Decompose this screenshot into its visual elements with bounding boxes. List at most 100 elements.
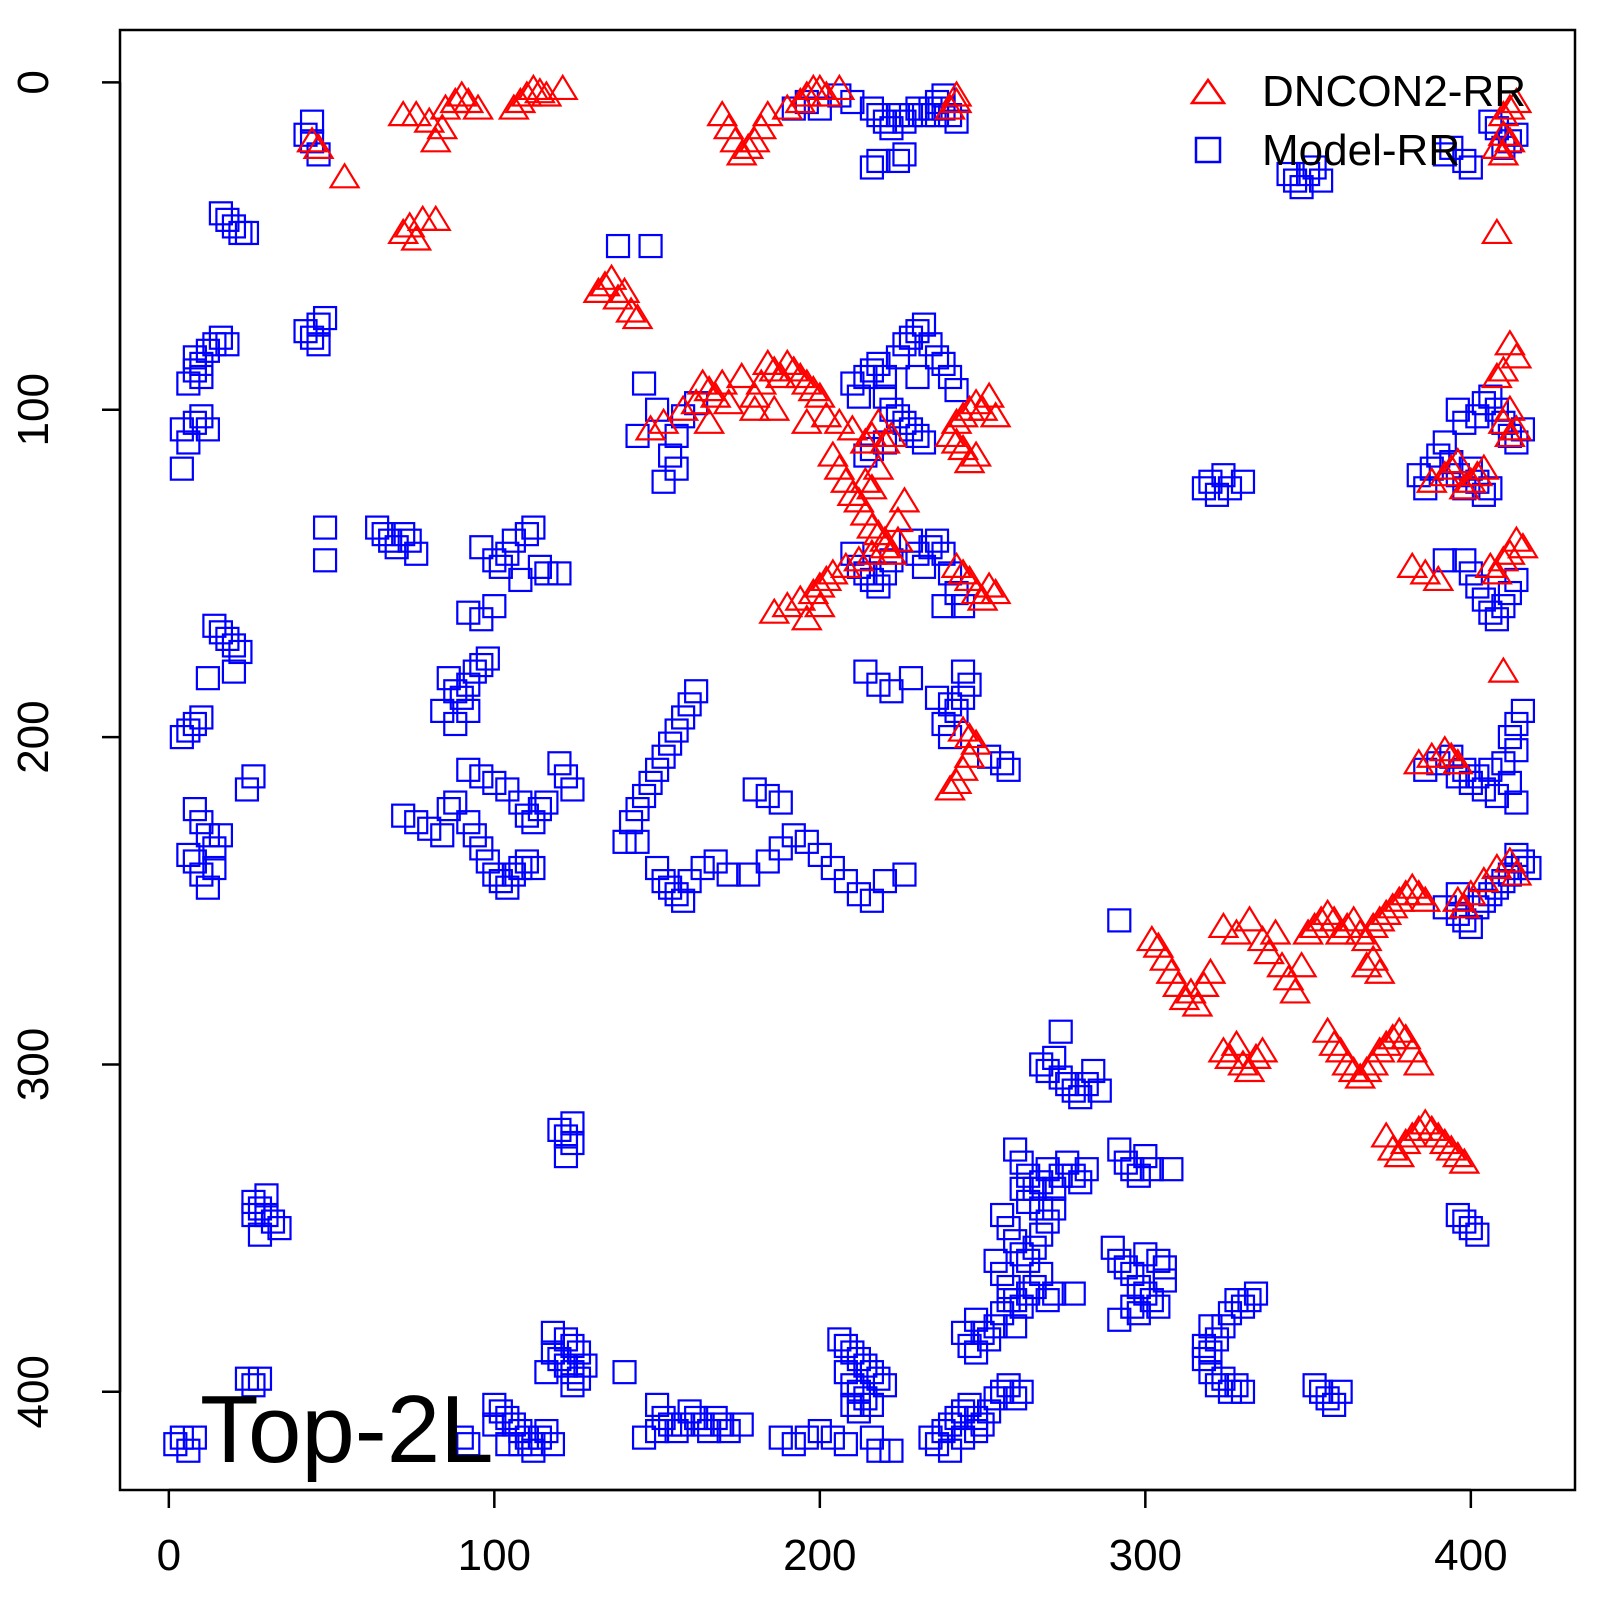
dncon2-rr-point <box>1331 911 1364 939</box>
model-rr-point <box>1484 783 1509 809</box>
dncon2-rr-point <box>1409 1108 1442 1135</box>
dncon2-rr-point <box>1233 1055 1266 1083</box>
model-rr-point <box>970 1320 995 1345</box>
model-rr-point <box>911 312 937 337</box>
model-rr-point <box>169 456 194 481</box>
model-rr-point <box>950 659 976 684</box>
dncon2-rr-point <box>940 86 973 114</box>
model-rr-point <box>931 351 956 377</box>
model-rr-point <box>534 561 559 586</box>
model-rr-point <box>924 103 950 128</box>
model-rr-point <box>553 764 579 789</box>
model-rr-point <box>605 233 631 259</box>
model-rr-point <box>540 1320 566 1345</box>
model-rr-point <box>560 1111 585 1136</box>
model-rr-point <box>540 1340 566 1365</box>
dncon2-rr-point <box>1383 1016 1416 1043</box>
dncon2-rr-point <box>1441 1140 1474 1168</box>
dncon2-rr-point <box>1409 885 1442 912</box>
model-rr-point <box>1016 1248 1041 1273</box>
model-rr-point <box>1139 1288 1164 1313</box>
dncon2-rr-point <box>706 368 739 395</box>
dncon2-rr-point <box>608 276 641 303</box>
model-rr-point <box>918 535 943 560</box>
dncon2-rr-point <box>1435 1134 1468 1161</box>
model-rr-point <box>807 1418 832 1444</box>
model-rr-point <box>866 1438 891 1463</box>
model-rr-point <box>560 1373 585 1398</box>
model-rr-point <box>1478 384 1503 409</box>
dncon2-rr-point <box>400 99 433 127</box>
dncon2-rr-point <box>862 453 895 480</box>
model-rr-point <box>208 325 234 350</box>
model-rr-point <box>892 332 917 357</box>
model-rr-point <box>1009 1150 1034 1175</box>
model-rr-point <box>234 777 260 802</box>
model-rr-point <box>983 1248 1008 1273</box>
model-rr-point <box>299 109 325 134</box>
model-rr-point <box>944 109 969 134</box>
x-tick-label: 200 <box>783 1531 856 1580</box>
model-rr-point <box>768 790 793 815</box>
model-rr-point <box>501 1412 526 1437</box>
model-rr-point <box>944 377 969 403</box>
model-rr-point <box>820 1425 845 1450</box>
model-rr-point <box>1289 175 1314 200</box>
dncon2-rr-point <box>829 551 862 578</box>
model-rr-point <box>1191 1346 1217 1372</box>
model-rr-point <box>1230 1294 1256 1319</box>
dncon2-rr-point <box>1402 879 1435 906</box>
dncon2-rr-point <box>784 361 817 389</box>
model-rr-point <box>644 757 670 782</box>
model-rr-point <box>990 1379 1015 1404</box>
dncon2-rr-point <box>947 401 980 428</box>
dncon2-rr-point <box>1474 551 1507 578</box>
model-rr-point <box>508 567 533 593</box>
dncon2-rr-point <box>771 93 804 120</box>
model-rr-point <box>169 1425 194 1450</box>
model-rr-point <box>1497 724 1522 750</box>
model-rr-point <box>475 646 500 671</box>
dncon2-rr-point <box>1383 1140 1416 1168</box>
model-rr-point <box>449 1425 474 1450</box>
model-rr-point <box>853 1353 878 1378</box>
dncon2-rr-point <box>966 394 999 421</box>
model-rr-point <box>1504 738 1529 763</box>
model-rr-point <box>983 1386 1008 1411</box>
dncon2-rr-point <box>1422 564 1455 592</box>
model-rr-point <box>1471 888 1496 913</box>
model-rr-point <box>1055 1150 1080 1175</box>
dncon2-rr-point <box>960 728 993 755</box>
dncon2-rr-point <box>1500 859 1533 886</box>
model-rr-point <box>228 639 253 665</box>
dncon2-rr-point <box>693 374 726 402</box>
top-2l-annotation: Top-2L <box>200 1376 494 1483</box>
y-tick-label: 200 <box>9 700 58 773</box>
dncon2-rr-point <box>790 80 823 107</box>
model-rr-point <box>859 358 885 383</box>
dncon2-rr-point <box>745 113 778 140</box>
model-rr-point <box>547 1346 572 1372</box>
model-rr-point <box>508 790 533 815</box>
model-rr-point <box>840 371 865 396</box>
model-rr-point <box>195 666 220 691</box>
model-rr-point <box>677 692 702 717</box>
model-rr-point <box>247 1222 273 1247</box>
dncon2-rr-point <box>745 368 778 395</box>
dncon2-rr-point <box>647 407 680 434</box>
legend-label-model-rr: Model-RR <box>1262 126 1460 175</box>
model-rr-point <box>872 109 898 134</box>
dncon2-rr-point <box>686 368 719 395</box>
model-rr-point <box>1120 1261 1145 1287</box>
dncon2-rr-point <box>953 721 986 749</box>
model-rr-point <box>1126 1274 1151 1300</box>
model-rr-point <box>885 404 911 429</box>
model-rr-point <box>482 862 507 887</box>
model-rr-point <box>1432 430 1457 455</box>
model-rr-point <box>221 214 247 239</box>
dncon2-rr-point <box>1461 460 1494 487</box>
model-rr-point <box>397 528 422 553</box>
model-rr-point <box>1003 1314 1028 1339</box>
model-rr-point <box>1302 1373 1327 1398</box>
dncon2-rr-point <box>823 407 856 434</box>
